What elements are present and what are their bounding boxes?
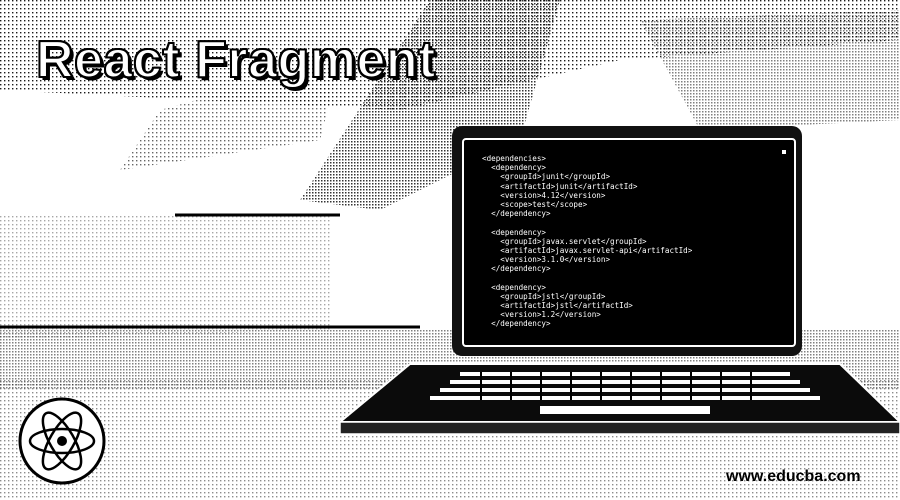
code-line: <groupId>javax.servlet</groupId> — [482, 236, 647, 246]
code-line: <dependency> — [482, 163, 547, 173]
code-line: <artifactId>jstl</artifactId> — [482, 301, 633, 310]
code-line: </dependency> — [482, 319, 551, 329]
code-line: <version>4.12</version> — [482, 190, 606, 200]
website-url: www.educba.com — [726, 468, 861, 485]
code-line: <groupId>junit</groupId> — [482, 172, 611, 182]
laptop-screen: <dependencies> <dependency> <groupId>jun… — [462, 138, 796, 347]
laptop-screen-frame: <dependencies> <dependency> <groupId>jun… — [452, 126, 802, 356]
code-line: <dependency> — [482, 227, 547, 237]
laptop-icon: <dependencies> <dependency> <groupId>jun… — [340, 120, 900, 490]
code-line: </dependency> — [482, 209, 551, 219]
page-title: React Fragment — [35, 30, 437, 90]
code-line: <artifactId>javax.servlet-api</artifactI… — [482, 245, 693, 255]
code-line: <dependencies> — [482, 154, 547, 163]
code-line: <dependency> — [482, 282, 547, 292]
react-atom-icon — [18, 397, 106, 485]
scroll-marker — [782, 150, 786, 154]
code-line — [482, 273, 692, 282]
laptop-body — [340, 363, 900, 435]
code-line: <groupId>jstl</groupId> — [482, 291, 606, 301]
code-line: <version>1.2</version> — [482, 310, 601, 320]
code-line: <version>3.1.0</version> — [482, 255, 611, 265]
code-line: </dependency> — [482, 264, 551, 274]
code-line: <artifactId>junit</artifactId> — [482, 181, 638, 191]
code-line — [482, 218, 692, 227]
code-line: <scope>test</scope> — [482, 199, 588, 209]
code-block: <dependencies> <dependency> <groupId>jun… — [482, 154, 692, 329]
